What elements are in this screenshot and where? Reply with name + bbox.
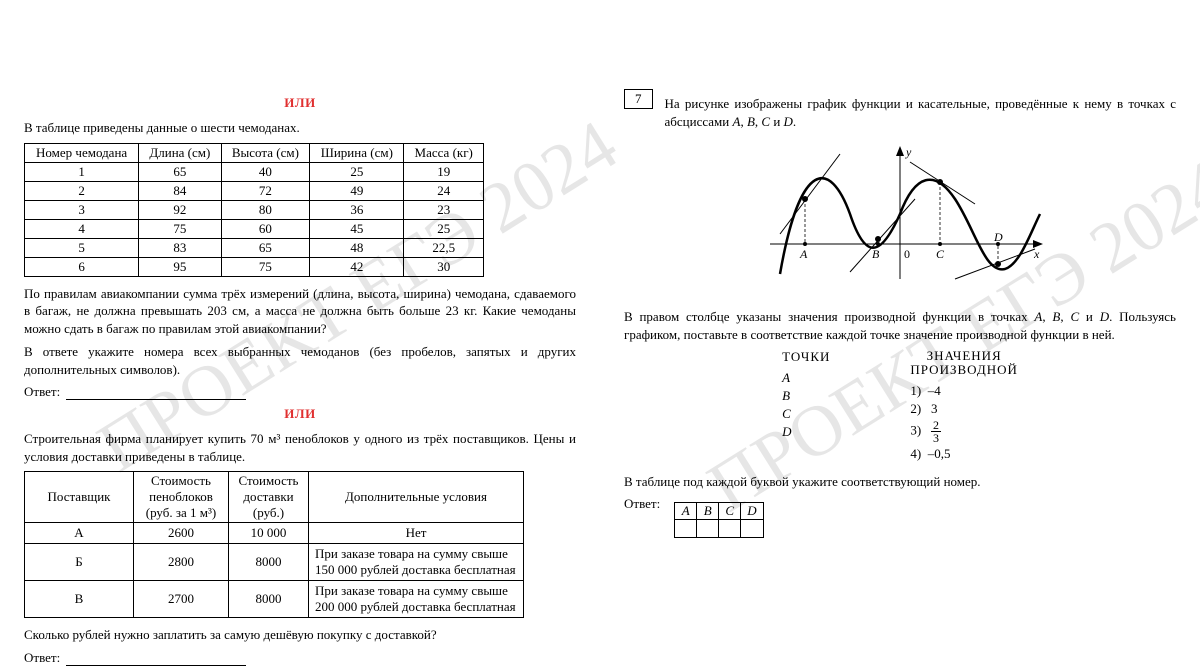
ans-h-a: A — [675, 503, 697, 520]
table-row: 583654822,5 — [25, 238, 484, 257]
ans-h-c: C — [719, 503, 741, 520]
t2-h2: Стоимость доставки (руб.) — [229, 472, 309, 523]
value-row: 3) 23 — [910, 418, 1018, 445]
ans-cell[interactable] — [697, 520, 719, 538]
point-row: A — [782, 369, 830, 387]
answer-table: A B C D — [674, 502, 763, 538]
intro-text-1: В таблице приведены данные о шести чемод… — [24, 119, 576, 137]
answer-label: Ответ: — [24, 384, 60, 400]
axis-y-label: y — [905, 145, 912, 159]
t1-h3: Ширина (см) — [310, 143, 404, 162]
table-row: А260010 000Нет — [25, 523, 524, 544]
t2-h3: Дополнительные условия — [309, 472, 524, 523]
ili-header-1: ИЛИ — [24, 95, 576, 111]
point-c-label: C — [936, 247, 945, 261]
intro-text-2: Строительная фирма планирует купить 70 м… — [24, 430, 576, 465]
point-row: C — [782, 405, 830, 423]
t1-h1: Длина (см) — [139, 143, 221, 162]
value-row: 4) –0,5 — [910, 445, 1018, 463]
point-row: B — [782, 387, 830, 405]
t2-h0: Поставщик — [25, 472, 134, 523]
point-a-label: A — [799, 247, 808, 261]
t1-h2: Высота (см) — [221, 143, 310, 162]
table-row: 284724924 — [25, 181, 484, 200]
ans-h-d: D — [741, 503, 763, 520]
suitcase-table: Номер чемодана Длина (см) Высота (см) Ши… — [24, 143, 484, 277]
supplier-table: Поставщик Стоимость пеноблоков (руб. за … — [24, 471, 524, 618]
point-row: D — [782, 423, 830, 441]
point-b-label: B — [872, 247, 880, 261]
points-header: ТОЧКИ — [782, 349, 830, 365]
question-number-box: 7 — [624, 89, 653, 109]
t1-h0: Номер чемодана — [25, 143, 139, 162]
t2-h1: Стоимость пеноблоков (руб. за 1 м³) — [134, 472, 229, 523]
t1-h4: Масса (кг) — [404, 143, 484, 162]
paragraph-instruction: В ответе укажите номера всех выбранных ч… — [24, 343, 576, 378]
answer-blank-2[interactable] — [66, 652, 246, 666]
derivative-paragraph: В правом столбце указаны значения произв… — [624, 308, 1176, 343]
value-row: 1) –4 — [910, 382, 1018, 400]
ans-cell[interactable] — [675, 520, 697, 538]
values-header: ЗНАЧЕНИЯПРОИЗВОДНОЙ — [910, 349, 1018, 378]
tail-instruction: В таблице под каждой буквой укажите соот… — [624, 473, 1176, 491]
question-2: Сколько рублей нужно заплатить за самую … — [24, 626, 576, 644]
match-columns: ТОЧКИ A B C D ЗНАЧЕНИЯПРОИЗВОДНОЙ 1) –4 … — [624, 349, 1176, 463]
point-d-label: D — [993, 230, 1003, 244]
ans-h-b: B — [697, 503, 719, 520]
table-row: 165402519 — [25, 162, 484, 181]
value-row: 2) 3 — [910, 400, 1018, 418]
origin-label: 0 — [904, 247, 910, 261]
task-text: На рисунке изображены график функции и к… — [665, 95, 1177, 130]
answer-blank[interactable] — [66, 386, 246, 400]
table-row: В27008000При заказе товара на сумму свыш… — [25, 581, 524, 618]
ans-cell[interactable] — [741, 520, 763, 538]
ans-cell[interactable] — [719, 520, 741, 538]
function-graph: y x 0 — [624, 144, 1176, 298]
table-row: Б28008000При заказе товара на сумму свыш… — [25, 544, 524, 581]
ili-header-2: ИЛИ — [24, 406, 576, 422]
table-row: 475604525 — [25, 219, 484, 238]
answer-label-2: Ответ: — [24, 650, 60, 666]
paragraph-rules: По правилам авиакомпании сумма трёх изме… — [24, 285, 576, 338]
table-row: 695754230 — [25, 257, 484, 276]
table-row: 392803623 — [25, 200, 484, 219]
answer-label-3: Ответ: — [624, 496, 660, 512]
